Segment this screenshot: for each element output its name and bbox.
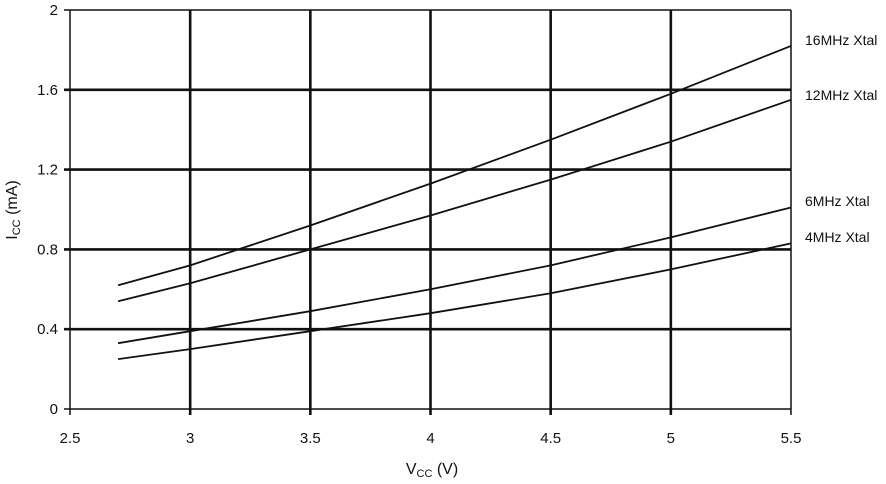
x-axis-title: VCC (V) — [406, 461, 458, 480]
series-line — [117, 242, 792, 360]
x-tick-labels: 2.5 3 3.5 4 4.5 5 5.5 — [60, 430, 802, 447]
x-tick-label: 5.5 — [781, 430, 802, 447]
grid — [64, 9, 792, 415]
y-tick-label: 0.4 — [37, 321, 58, 338]
series-labels: 16MHz Xtal 12MHz Xtal 6MHz Xtal 4MHz Xtal — [805, 32, 877, 245]
y-tick-label: 1.2 — [37, 162, 58, 179]
x-tick-label: 3.5 — [300, 430, 321, 447]
x-tick-label: 2.5 — [60, 430, 81, 447]
y-tick-label: 1.6 — [37, 82, 58, 99]
x-tick-label: 3 — [186, 430, 194, 447]
y-tick-label: 2 — [50, 2, 58, 19]
y-axis-title: ICC (mA) — [4, 180, 23, 239]
x-tick-label: 4 — [426, 430, 434, 447]
y-tick-labels: 0 0.4 0.8 1.2 1.6 2 — [37, 2, 58, 418]
series-line — [117, 45, 792, 287]
y-tick-label: 0.8 — [37, 241, 58, 258]
series-label: 6MHz Xtal — [805, 193, 870, 209]
series-label: 16MHz Xtal — [805, 32, 877, 48]
y-tick-label: 0 — [50, 401, 58, 418]
series-label: 12MHz Xtal — [805, 87, 877, 103]
x-tick-label: 5 — [667, 430, 675, 447]
series-lines — [117, 45, 792, 360]
x-tick-label: 4.5 — [540, 430, 561, 447]
series-line — [117, 98, 792, 303]
series-label: 4MHz Xtal — [805, 229, 870, 245]
series-line — [117, 206, 792, 345]
